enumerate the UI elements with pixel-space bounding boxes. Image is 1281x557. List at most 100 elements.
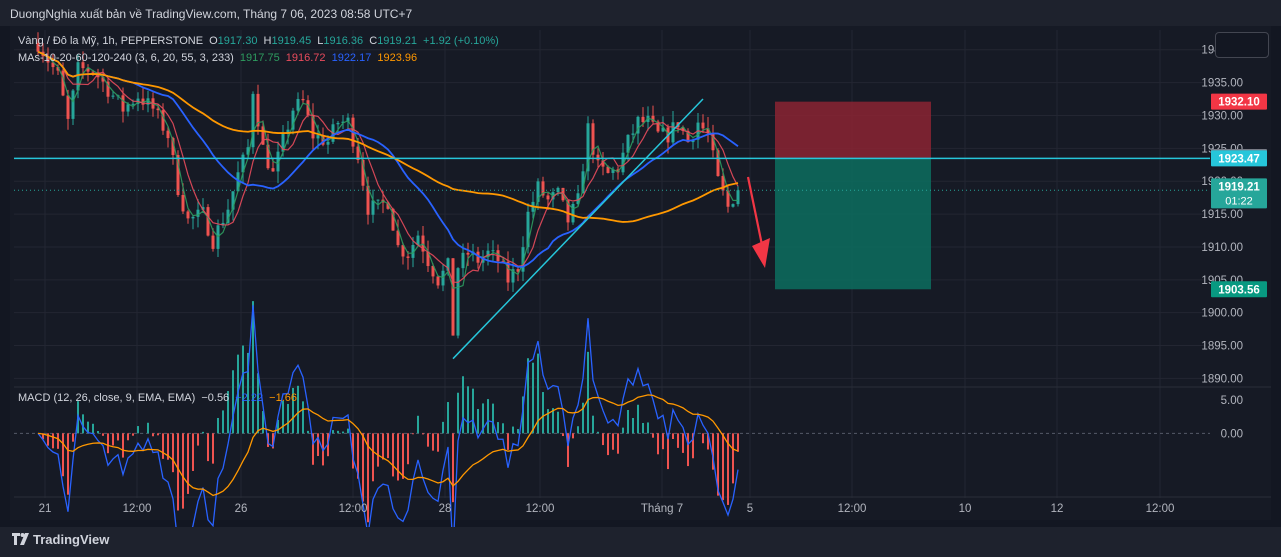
price-axis-tick: 1935.00 [1201, 78, 1243, 90]
candle-body [536, 181, 540, 202]
price-label-text: 1903.56 [1218, 284, 1260, 296]
open-value: 1917.30 [217, 35, 258, 47]
high-value: 1919.45 [271, 35, 312, 47]
ma-value-4: 1923.96 [377, 52, 418, 64]
ma-line-55 [37, 50, 739, 223]
candle-body [511, 269, 515, 283]
candle-body [601, 160, 605, 167]
macd-line-value: −2.22 [235, 392, 264, 404]
symbol-name: Vàng / Đô la Mỹ, 1h, PEPPERSTONE [18, 35, 204, 47]
candle-body [631, 133, 635, 135]
candle-body [581, 171, 585, 194]
candle-body [291, 110, 295, 130]
chart-panel[interactable] [10, 26, 1271, 520]
candle-body [186, 211, 190, 219]
candle-body [491, 250, 495, 252]
time-axis-tick: 12 [1051, 503, 1064, 515]
take-profit-zone [775, 158, 931, 290]
candle-body [591, 123, 595, 155]
tradingview-logo-icon [12, 533, 30, 552]
price-label-text: 1923.47 [1218, 153, 1260, 165]
candle-body [596, 154, 600, 161]
symbol-legend[interactable]: Vàng / Đô la Mỹ, 1h, PEPPERSTONE O1917.3… [18, 35, 499, 47]
candle-body [166, 130, 170, 139]
time-axis-tick: 12:00 [339, 503, 368, 515]
candle-body [121, 95, 125, 112]
trend-line [452, 98, 704, 360]
candle-body [56, 67, 60, 71]
candle-body [236, 172, 240, 192]
candle-body [711, 133, 715, 151]
candle-body [586, 123, 590, 172]
candle-body [101, 77, 105, 82]
candle-body [396, 230, 400, 246]
candle-body [201, 207, 205, 210]
macd-legend[interactable]: MACD (12, 26, close, 9, EMA, EMA) −0.56 … [18, 392, 300, 404]
candle-body [451, 258, 455, 336]
candle-body [276, 151, 280, 172]
candle-body [171, 138, 175, 156]
candle-body [681, 127, 685, 131]
candle-body [196, 209, 200, 217]
candle-body [641, 116, 645, 123]
arrow-shaft [746, 176, 764, 246]
price-axis-tick: 1890.00 [1201, 373, 1243, 385]
candle-body [71, 90, 75, 119]
macd-axis-tick: 5.00 [1221, 395, 1243, 407]
candle-body [611, 169, 615, 173]
candle-body [146, 98, 150, 105]
candle-body [161, 110, 165, 131]
candle-body [636, 116, 640, 134]
candle-body [261, 126, 265, 145]
candle-body [226, 209, 230, 223]
candle-body [66, 95, 70, 119]
candle-body [326, 141, 330, 145]
candle-body [426, 251, 430, 267]
candle-body [51, 62, 55, 68]
candle-body [411, 244, 415, 258]
candle-body [416, 235, 420, 245]
candle-body [156, 108, 160, 111]
price-label-box [1211, 178, 1267, 209]
candle-body [576, 193, 580, 204]
candle-body [131, 103, 135, 105]
ma-legend[interactable]: MAs-10-20-60-120-240 (3, 6, 20, 55, 3, 2… [18, 52, 420, 64]
candle-body [231, 191, 235, 210]
candle-body [286, 129, 290, 134]
macd-signal-line [37, 394, 739, 497]
tradingview-brand: TradingView [33, 532, 110, 547]
candle-body [486, 250, 490, 257]
candle-body [301, 98, 305, 101]
candle-body [376, 199, 380, 201]
time-axis-tick: 28 [439, 503, 452, 515]
candle-body [361, 159, 365, 186]
candle-body [76, 62, 80, 91]
price-label-text: 1919.21 [1218, 181, 1260, 193]
candle-body [211, 235, 215, 249]
time-axis-tick: 10 [959, 503, 972, 515]
macd-line [37, 305, 739, 555]
price-label-text: 1932.10 [1218, 97, 1260, 109]
candle-body [431, 266, 435, 277]
candle-body [46, 56, 50, 63]
candle-body [106, 81, 110, 97]
candle-body [296, 98, 300, 111]
top-bar: DuongNghia xuất bản về TradingView.com, … [0, 0, 1281, 26]
ma-value-1: 1917.75 [239, 52, 280, 64]
candle-body [566, 200, 570, 223]
candle-body [256, 93, 260, 127]
time-axis-tick: 5 [747, 503, 753, 515]
candle-body [266, 144, 270, 169]
open-label: O [209, 35, 218, 47]
price-axis-tick: 1900.00 [1201, 308, 1243, 320]
countdown-label: 01:22 [1225, 195, 1253, 207]
candle-body [241, 154, 245, 173]
candle-body [661, 127, 665, 132]
close-label: C [369, 35, 378, 47]
candle-body [606, 166, 610, 173]
chart-menu-button[interactable] [1215, 32, 1269, 58]
close-value: 1919.21 [377, 35, 417, 47]
low-label: L [317, 35, 324, 47]
stop-loss-zone [775, 101, 931, 159]
